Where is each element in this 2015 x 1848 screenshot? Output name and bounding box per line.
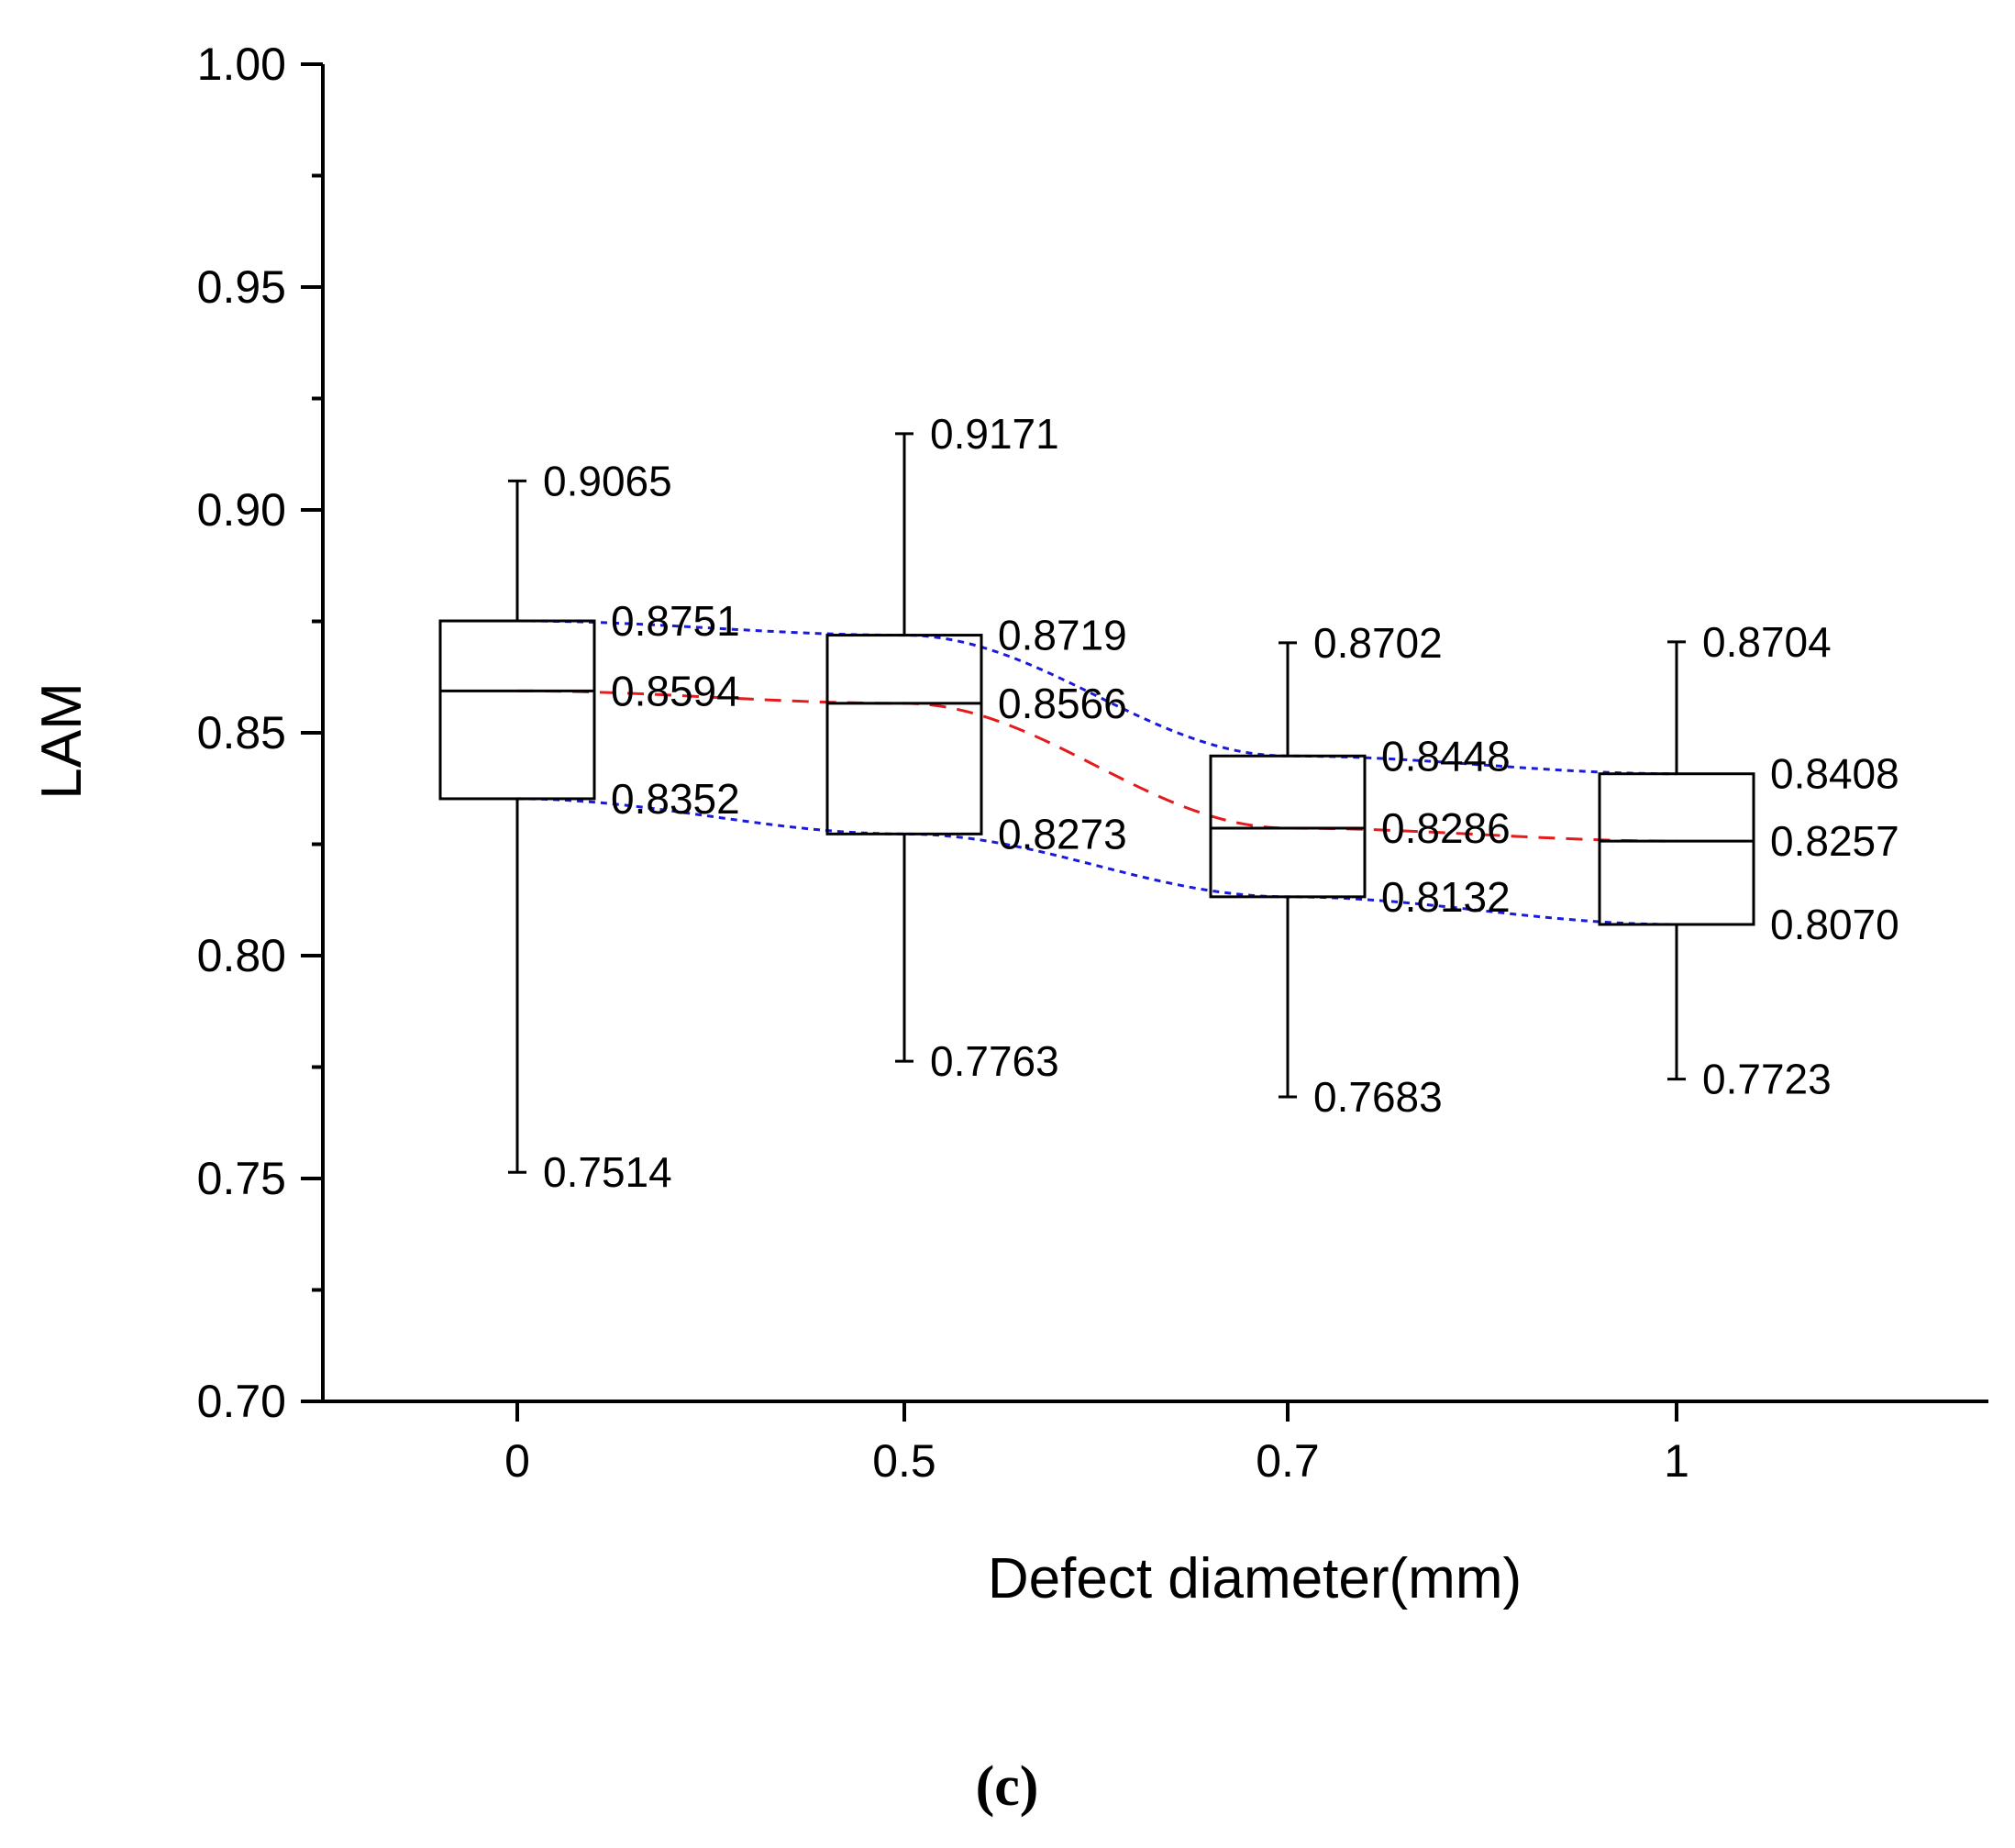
median-trend-line — [516, 689, 1677, 843]
whisker-high-label: 0.8704 — [1702, 618, 1832, 666]
q1-label: 0.8070 — [1770, 901, 1899, 948]
data-labels: 0.9065 0.7514 0.8751 0.8594 0.8352 0.9171 0.77… — [543, 410, 1899, 1196]
box-0 — [438, 479, 596, 1174]
axes: 0.70 0.75 0.80 0.85 0.90 0.95 1.00 0 0.5 0.7 1 — [197, 39, 1988, 1487]
q1-trend-line — [516, 797, 1677, 926]
y-tick-label: 0.70 — [197, 1376, 286, 1427]
median-label: 0.8594 — [611, 667, 740, 714]
q3-label: 0.8448 — [1381, 732, 1511, 780]
iqr-box — [1598, 772, 1755, 926]
whisker-low-label: 0.7514 — [543, 1148, 672, 1196]
iqr-box — [1209, 754, 1367, 899]
q1-label: 0.8132 — [1381, 873, 1511, 921]
y-tick-label: 0.80 — [197, 930, 286, 981]
iqr-box — [825, 634, 983, 835]
x-tick-label: 0.5 — [872, 1435, 936, 1487]
figure-caption: (c) — [976, 1755, 1039, 1818]
y-tick-label: 0.95 — [197, 261, 286, 313]
median-label: 0.8257 — [1770, 817, 1899, 865]
y-tick-label: 1.00 — [197, 39, 286, 90]
box-1 — [1598, 640, 1755, 1081]
q3-label: 0.8719 — [998, 612, 1127, 659]
x-axis-title: Defect diameter(mm) — [988, 1547, 1522, 1610]
y-tick-label: 0.90 — [197, 484, 286, 536]
median-label: 0.8566 — [998, 680, 1127, 727]
iqr-box — [438, 619, 596, 801]
x-tick-label: 0.7 — [1256, 1435, 1320, 1487]
box-0.5 — [825, 432, 983, 1063]
box-0.7 — [1209, 641, 1367, 1099]
q3-label: 0.8408 — [1770, 750, 1899, 798]
median-label: 0.8286 — [1381, 804, 1511, 852]
y-tick-label: 0.85 — [197, 707, 286, 758]
whisker-low-label: 0.7763 — [930, 1037, 1059, 1085]
whisker-low-label: 0.7683 — [1313, 1073, 1443, 1121]
y-tick-label: 0.75 — [197, 1153, 286, 1204]
whisker-high-label: 0.9171 — [930, 410, 1059, 458]
x-tick-label: 0 — [504, 1435, 530, 1487]
whisker-high-label: 0.8702 — [1313, 619, 1443, 667]
x-tick-label: 1 — [1664, 1435, 1689, 1487]
q1-label: 0.8273 — [998, 810, 1127, 858]
y-axis-title: LAM — [30, 682, 94, 799]
boxes — [438, 432, 1755, 1174]
whisker-high-label: 0.9065 — [543, 457, 672, 504]
q3-trend-line — [516, 619, 1677, 776]
q3-label: 0.8751 — [611, 597, 740, 645]
trend-lines — [516, 619, 1677, 926]
q1-label: 0.8352 — [611, 775, 740, 823]
whisker-low-label: 0.7723 — [1702, 1056, 1832, 1103]
